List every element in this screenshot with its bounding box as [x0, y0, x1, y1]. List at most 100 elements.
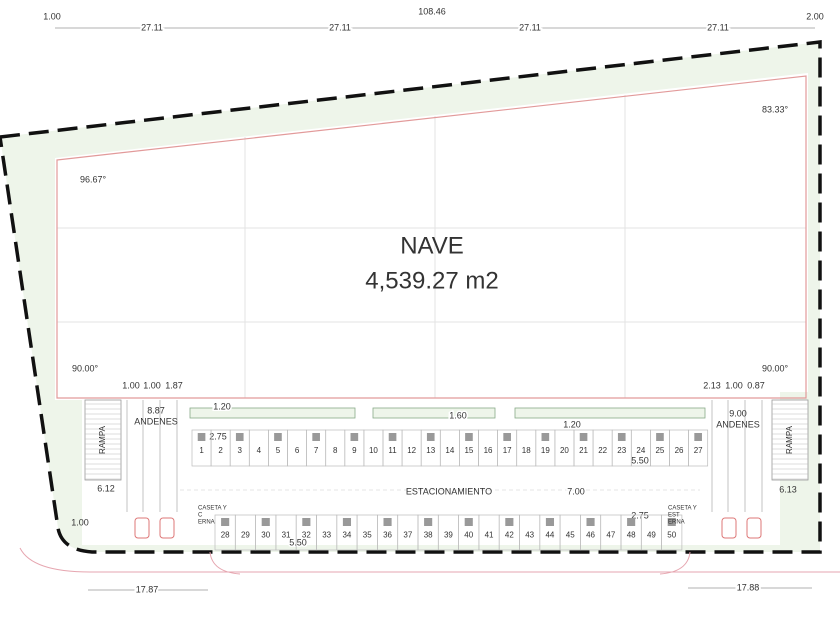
space-number: 13	[426, 446, 435, 455]
truck	[134, 517, 150, 539]
space-number: 35	[363, 531, 372, 540]
space-number: 10	[369, 446, 378, 455]
parked-car	[503, 433, 511, 441]
ramp-label: RAMPA	[785, 425, 794, 454]
parked-car	[383, 518, 392, 526]
space-number: 48	[627, 531, 636, 540]
parked-car	[274, 433, 282, 441]
guardhouse-label: C	[198, 513, 203, 519]
dimension-label: 1.60	[449, 410, 467, 420]
dimension-label: 108.46	[418, 6, 446, 16]
space-number: 33	[322, 531, 331, 540]
space-number: 26	[675, 446, 684, 455]
space-number: 43	[525, 531, 534, 540]
dock-label: ANDENES	[716, 419, 760, 429]
parked-car	[541, 433, 550, 441]
space-number: 22	[598, 446, 607, 455]
dimension-label: 1.00	[143, 380, 161, 390]
dimension-label: 1.00	[122, 380, 140, 390]
parking-space	[688, 429, 709, 467]
space-number: 15	[464, 446, 473, 455]
space-number: 21	[579, 446, 588, 455]
dimension-label: 27.11	[519, 22, 541, 32]
planter	[514, 407, 706, 419]
parked-car	[342, 518, 352, 526]
space-number: 24	[636, 446, 645, 455]
space-number: 45	[566, 531, 575, 540]
truck	[746, 517, 762, 539]
space-number: 37	[403, 531, 412, 540]
planter	[189, 407, 356, 419]
parked-car	[617, 433, 626, 441]
space-number: 28	[221, 531, 230, 540]
space-number: 27	[694, 446, 703, 455]
parked-car	[627, 518, 636, 526]
space-number: 5	[276, 446, 281, 455]
space-number: 6	[295, 446, 300, 455]
parked-car	[579, 433, 588, 441]
dimension-label: 6.12	[97, 483, 115, 493]
dimension-label: 7.00	[567, 486, 585, 496]
space-number: 38	[424, 531, 433, 540]
space-number: 3	[238, 446, 243, 455]
dimension-label: 2.13	[703, 380, 721, 390]
dimension-label: 1.00	[725, 380, 743, 390]
dimension-label: 6.13	[779, 484, 797, 494]
dimension-label: 9.00	[729, 408, 747, 418]
space-number: 44	[545, 531, 554, 540]
space-number: 7	[314, 446, 319, 455]
dimension-label: 1.20	[563, 419, 581, 429]
space-number: 18	[522, 446, 531, 455]
dimension-label: 5.50	[289, 537, 307, 547]
nave-title: NAVE	[400, 232, 464, 259]
dimension-label: 1.20	[213, 401, 231, 411]
nave-grid	[57, 95, 806, 398]
space-number: 20	[560, 446, 569, 455]
ramp-label: RAMPA	[98, 425, 107, 454]
guardhouse-label: ERNA	[668, 520, 685, 526]
space-number: 9	[352, 446, 357, 455]
space-number: 12	[407, 446, 416, 455]
parked-car	[505, 518, 514, 526]
space-number: 14	[445, 446, 454, 455]
space-number: 36	[383, 531, 392, 540]
parked-car	[302, 518, 311, 526]
ramp	[84, 399, 122, 481]
guardhouse-label: ERNA	[198, 520, 215, 526]
angle-label: 90.00°	[762, 363, 789, 373]
parked-car	[197, 433, 206, 441]
nave-outline	[56, 75, 807, 399]
space-number: 2	[218, 446, 223, 455]
dimension-label: 1.87	[165, 380, 183, 390]
parked-car	[426, 433, 435, 441]
parked-car	[221, 518, 230, 526]
parked-car	[656, 433, 664, 441]
space-number: 23	[617, 446, 626, 455]
space-number: 41	[485, 531, 494, 540]
parked-car	[235, 433, 244, 441]
property-line	[0, 40, 822, 554]
space-number: 16	[484, 446, 493, 455]
truck	[159, 517, 175, 539]
guardhouse-label: CASETA Y	[198, 506, 227, 512]
space-number: 4	[257, 446, 262, 455]
guardhouse-label: CASETA Y	[668, 506, 697, 512]
guardhouse-label: EST	[668, 513, 680, 519]
space-number: 39	[444, 531, 453, 540]
parking-space	[661, 514, 683, 551]
parked-car	[694, 433, 702, 441]
dock-label: ANDENES	[134, 416, 178, 426]
dimension-label: 5.50	[631, 455, 649, 465]
dimension-label: 1.00	[43, 11, 61, 21]
parked-car	[388, 433, 397, 441]
space-number: 11	[388, 446, 397, 455]
space-number: 31	[282, 531, 291, 540]
space-number: 8	[333, 446, 338, 455]
space-number: 46	[586, 531, 595, 540]
dimension-label: 27.11	[329, 22, 351, 32]
parked-car	[464, 518, 473, 526]
space-number: 40	[464, 531, 473, 540]
dimension-label: 2.00	[806, 11, 824, 21]
parked-car	[667, 518, 676, 526]
space-number: 34	[342, 531, 351, 540]
